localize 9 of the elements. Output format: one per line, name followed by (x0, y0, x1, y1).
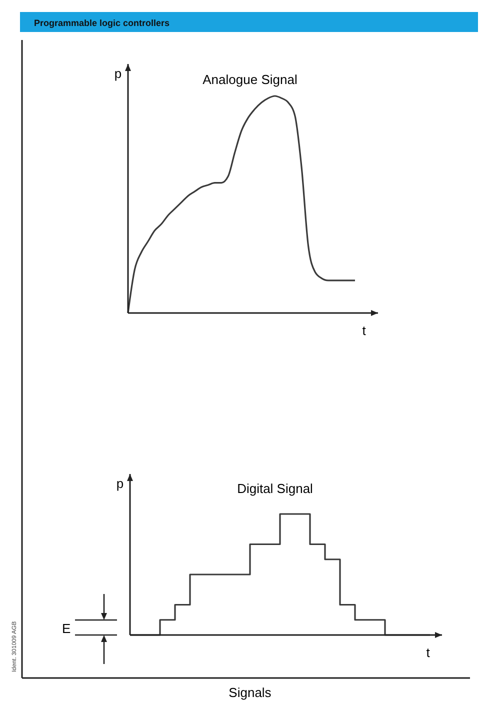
y-axis-title: p (114, 66, 122, 81)
text: E (62, 621, 71, 636)
x-axis-title: t (362, 323, 366, 338)
y-axis-title: p (116, 476, 124, 491)
chart-title: Analogue Signal (202, 72, 298, 87)
text: Programmable logic controllers (34, 18, 170, 28)
x-axis-title: t (426, 645, 430, 660)
text: Signals (228, 685, 272, 700)
chart-title: Digital Signal (237, 481, 314, 496)
